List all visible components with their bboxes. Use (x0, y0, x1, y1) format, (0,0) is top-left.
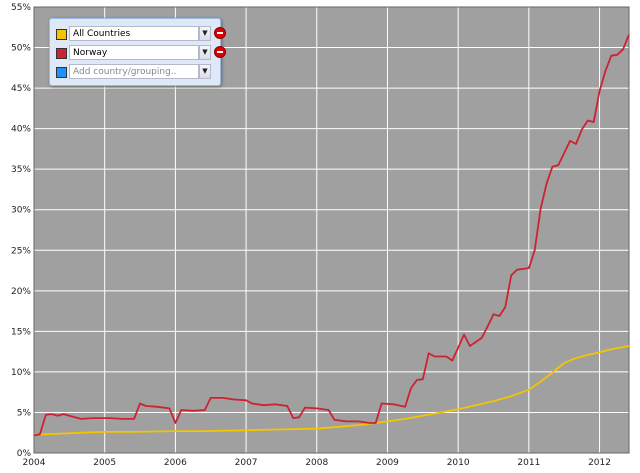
series-color-swatch (56, 48, 67, 59)
x-tick-label: 2008 (305, 458, 328, 468)
remove-series-icon[interactable] (214, 27, 226, 39)
y-tick-label: 5% (17, 408, 32, 418)
chevron-down-icon[interactable]: ▼ (199, 45, 211, 60)
x-tick-label: 2012 (588, 458, 611, 468)
y-tick-label: 45% (11, 84, 31, 94)
x-tick-label: 2005 (93, 458, 116, 468)
chevron-down-icon[interactable]: ▼ (199, 26, 211, 41)
axes (33, 6, 630, 454)
y-tick-label: 50% (11, 44, 31, 54)
series-lines (33, 34, 630, 437)
remove-series-icon[interactable] (214, 46, 226, 58)
x-tick-label: 2006 (164, 458, 187, 468)
x-tick-label: 2010 (447, 458, 470, 468)
x-tick-label: 2009 (376, 458, 399, 468)
y-tick-label: 40% (11, 125, 31, 135)
x-tick-label: 2007 (235, 458, 258, 468)
x-tick-label: 2004 (23, 458, 46, 468)
y-tick-label: 30% (11, 206, 31, 216)
series-color-swatch (56, 29, 67, 40)
y-tick-label: 35% (11, 165, 31, 175)
y-tick-label: 15% (11, 327, 31, 337)
y-tick-label: 55% (11, 3, 31, 13)
series-line-all-countries (34, 345, 630, 436)
plot-frame (33, 6, 630, 454)
series-line-norway (33, 34, 630, 437)
add-country-input[interactable]: Add country/grouping.. (69, 64, 199, 79)
country-combo-norway[interactable]: Norway (69, 45, 199, 60)
series-color-swatch (56, 67, 67, 78)
chevron-down-icon[interactable]: ▼ (199, 64, 211, 79)
country-selector-panel: All Countries ▼ Norway ▼ Add country/gro… (49, 18, 226, 86)
y-tick-label: 25% (11, 246, 31, 256)
y-tick-label: 20% (11, 287, 31, 297)
grid-lines (34, 7, 629, 453)
tick-labels: 0% 5% 10% 15% 20% 25% 30% 35% 40% 45% 50% 55% 2004 20… (11, 3, 611, 468)
x-tick-label: 2011 (517, 458, 540, 468)
country-combo-all-countries[interactable]: All Countries (69, 26, 199, 41)
y-tick-label: 0% (17, 449, 32, 459)
y-tick-label: 10% (11, 368, 31, 378)
